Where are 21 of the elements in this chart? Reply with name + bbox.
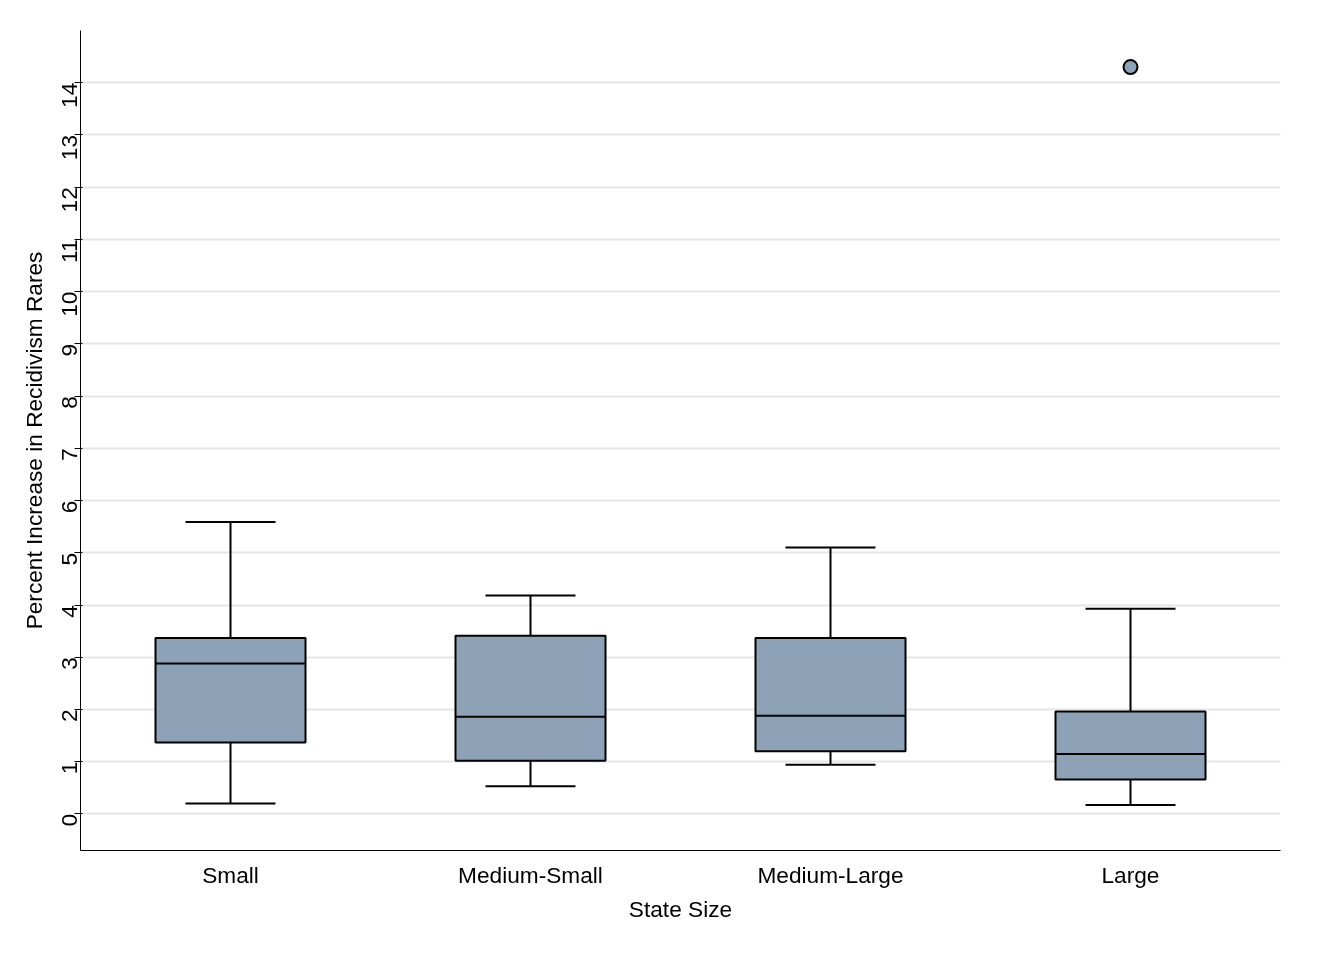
y-tick-label: 1 [56,761,82,775]
y-tick-label: 11 [56,239,82,263]
y-axis-title: Percent Increase in Recidivism Rares [20,251,47,630]
x-tick-label: Small [202,861,259,888]
y-tick-label: 12 [56,187,82,213]
y-tick-label: 13 [56,134,82,161]
y-tick-label: 10 [56,291,82,317]
y-tick-label: 3 [56,657,82,670]
y-tick-label: 5 [56,552,82,566]
y-tick-label: 4 [56,605,82,618]
y-tick-label: 0 [56,813,82,827]
x-tick-label: Large [1101,861,1160,888]
y-tick-label: 6 [56,500,82,514]
y-tick-label: 14 [56,82,82,108]
x-tick-label: Medium-Large [757,861,904,888]
y-tick-label: 2 [56,709,82,723]
y-tick-label: 9 [56,343,82,357]
x-axis-title: State Size [628,895,733,922]
y-tick-label: 8 [56,396,82,409]
y-tick-label: 7 [56,448,82,461]
x-tick-label: Medium-Small [458,861,603,888]
